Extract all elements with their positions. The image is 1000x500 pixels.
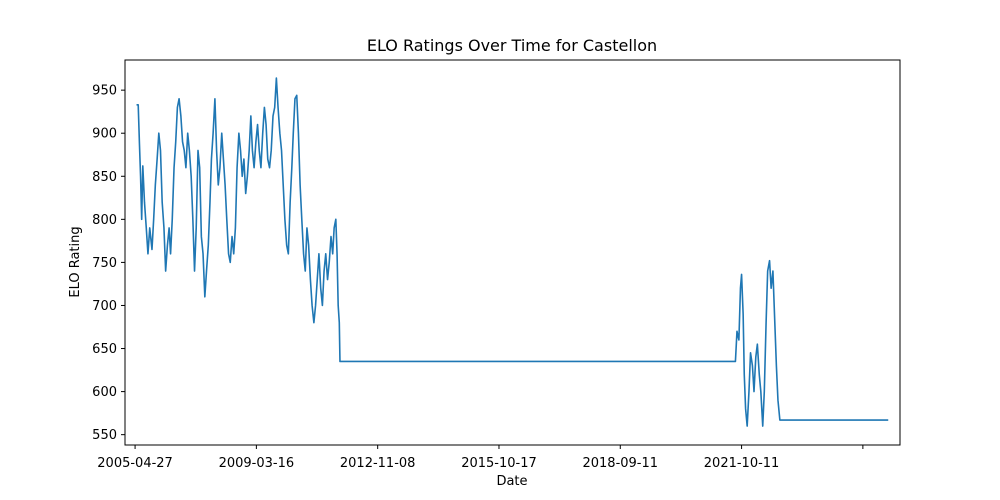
chart-title: ELO Ratings Over Time for Castellon (367, 36, 657, 55)
x-tick-label: 2015-10-17 (461, 456, 537, 471)
y-tick-label: 850 (92, 170, 117, 185)
y-axis-label: ELO Rating (68, 226, 83, 297)
x-tick-label: 2009-03-16 (219, 456, 295, 471)
x-tick-label: 2005-04-27 (97, 456, 173, 471)
y-axis-ticks: 550 600 650 700 750 800 850 900 950 (92, 84, 125, 443)
y-tick-label: 800 (92, 213, 117, 228)
y-tick-label: 950 (92, 84, 117, 99)
x-axis-ticks: 2005-04-27 2009-03-16 2012-11-08 2015-10-17… (97, 445, 864, 471)
axes-frame (124, 59, 901, 446)
y-tick-label: 650 (92, 342, 117, 357)
y-tick-label: 600 (92, 385, 117, 400)
x-axis-label: Date (496, 474, 527, 489)
axes-spines (124, 59, 901, 446)
y-tick-label: 700 (92, 299, 117, 314)
y-tick-label: 550 (92, 428, 117, 443)
y-tick-label: 750 (92, 256, 117, 271)
x-tick-label: 2018-09-11 (582, 456, 658, 471)
plot-area (125, 60, 900, 445)
series-line-0 (136, 77, 889, 427)
y-tick-label: 900 (92, 127, 117, 142)
series-group (136, 77, 889, 427)
plot-background (125, 60, 900, 445)
x-tick-label: 2012-11-08 (340, 456, 416, 471)
x-tick-label: 2021-10-11 (704, 456, 780, 471)
